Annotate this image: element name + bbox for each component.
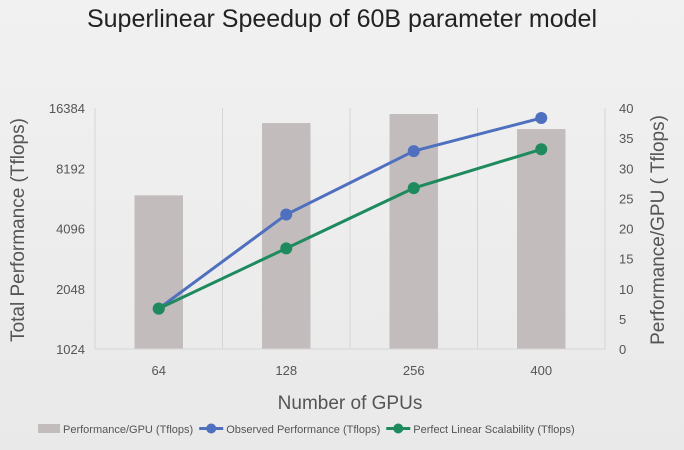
chart-title: Superlinear Speedup of 60B parameter mod…: [87, 5, 597, 33]
x-tick-label: 400: [530, 363, 552, 378]
right-tick-label: 25: [619, 191, 633, 206]
data-point: [280, 242, 293, 255]
left-axis-ticks: 1024 2048 4096 8192 16384: [49, 101, 85, 357]
bar: [134, 195, 183, 349]
legend-swatch: [38, 424, 60, 433]
legend: Performance/GPU (Tflops) Observed Perform…: [38, 423, 575, 436]
left-axis-title: Total Performance (Tflops): [8, 118, 29, 342]
x-tick-label: 64: [152, 363, 166, 378]
right-axis-title: Performance/GPU ( Tflops): [648, 115, 669, 345]
x-axis-ticks: 64 128 256 400: [152, 363, 553, 378]
data-point: [152, 302, 165, 315]
left-tick-label: 2048: [56, 282, 85, 297]
bar: [262, 123, 311, 349]
right-tick-label: 20: [619, 222, 633, 237]
data-point: [535, 112, 548, 125]
series-line: [157, 116, 542, 310]
right-tick-label: 15: [619, 252, 633, 267]
grid: [94, 108, 606, 349]
right-tick-label: 0: [619, 342, 626, 357]
x-axis-title: Number of GPUs: [278, 393, 423, 414]
left-tick-label: 8192: [56, 161, 85, 176]
line-series: [152, 112, 548, 315]
legend-marker: [393, 423, 404, 434]
data-point: [280, 208, 293, 221]
data-point: [407, 145, 420, 158]
legend-marker: [206, 423, 217, 434]
right-tick-label: 30: [619, 161, 633, 176]
right-tick-label: 35: [619, 131, 633, 146]
left-tick-label: 4096: [56, 222, 85, 237]
legend-label: Perfect Linear Scalability (Tflops): [413, 424, 574, 436]
data-point: [407, 182, 420, 195]
legend-label: Performance/GPU (Tflops): [63, 424, 193, 436]
bar: [517, 129, 566, 349]
legend-label: Observed Performance (Tflops): [226, 424, 380, 436]
right-tick-label: 40: [619, 101, 633, 116]
x-tick-label: 256: [403, 363, 425, 378]
bar-series: [134, 114, 566, 350]
data-point: [535, 143, 548, 156]
left-tick-label: 16384: [49, 101, 85, 116]
right-tick-label: 10: [619, 282, 633, 297]
left-tick-label: 1024: [56, 342, 85, 357]
right-tick-label: 5: [619, 312, 626, 327]
series-line: [158, 147, 542, 310]
x-tick-label: 128: [275, 363, 297, 378]
right-axis-ticks: 0 5 10 15 20 25 30 35 40: [619, 101, 633, 357]
